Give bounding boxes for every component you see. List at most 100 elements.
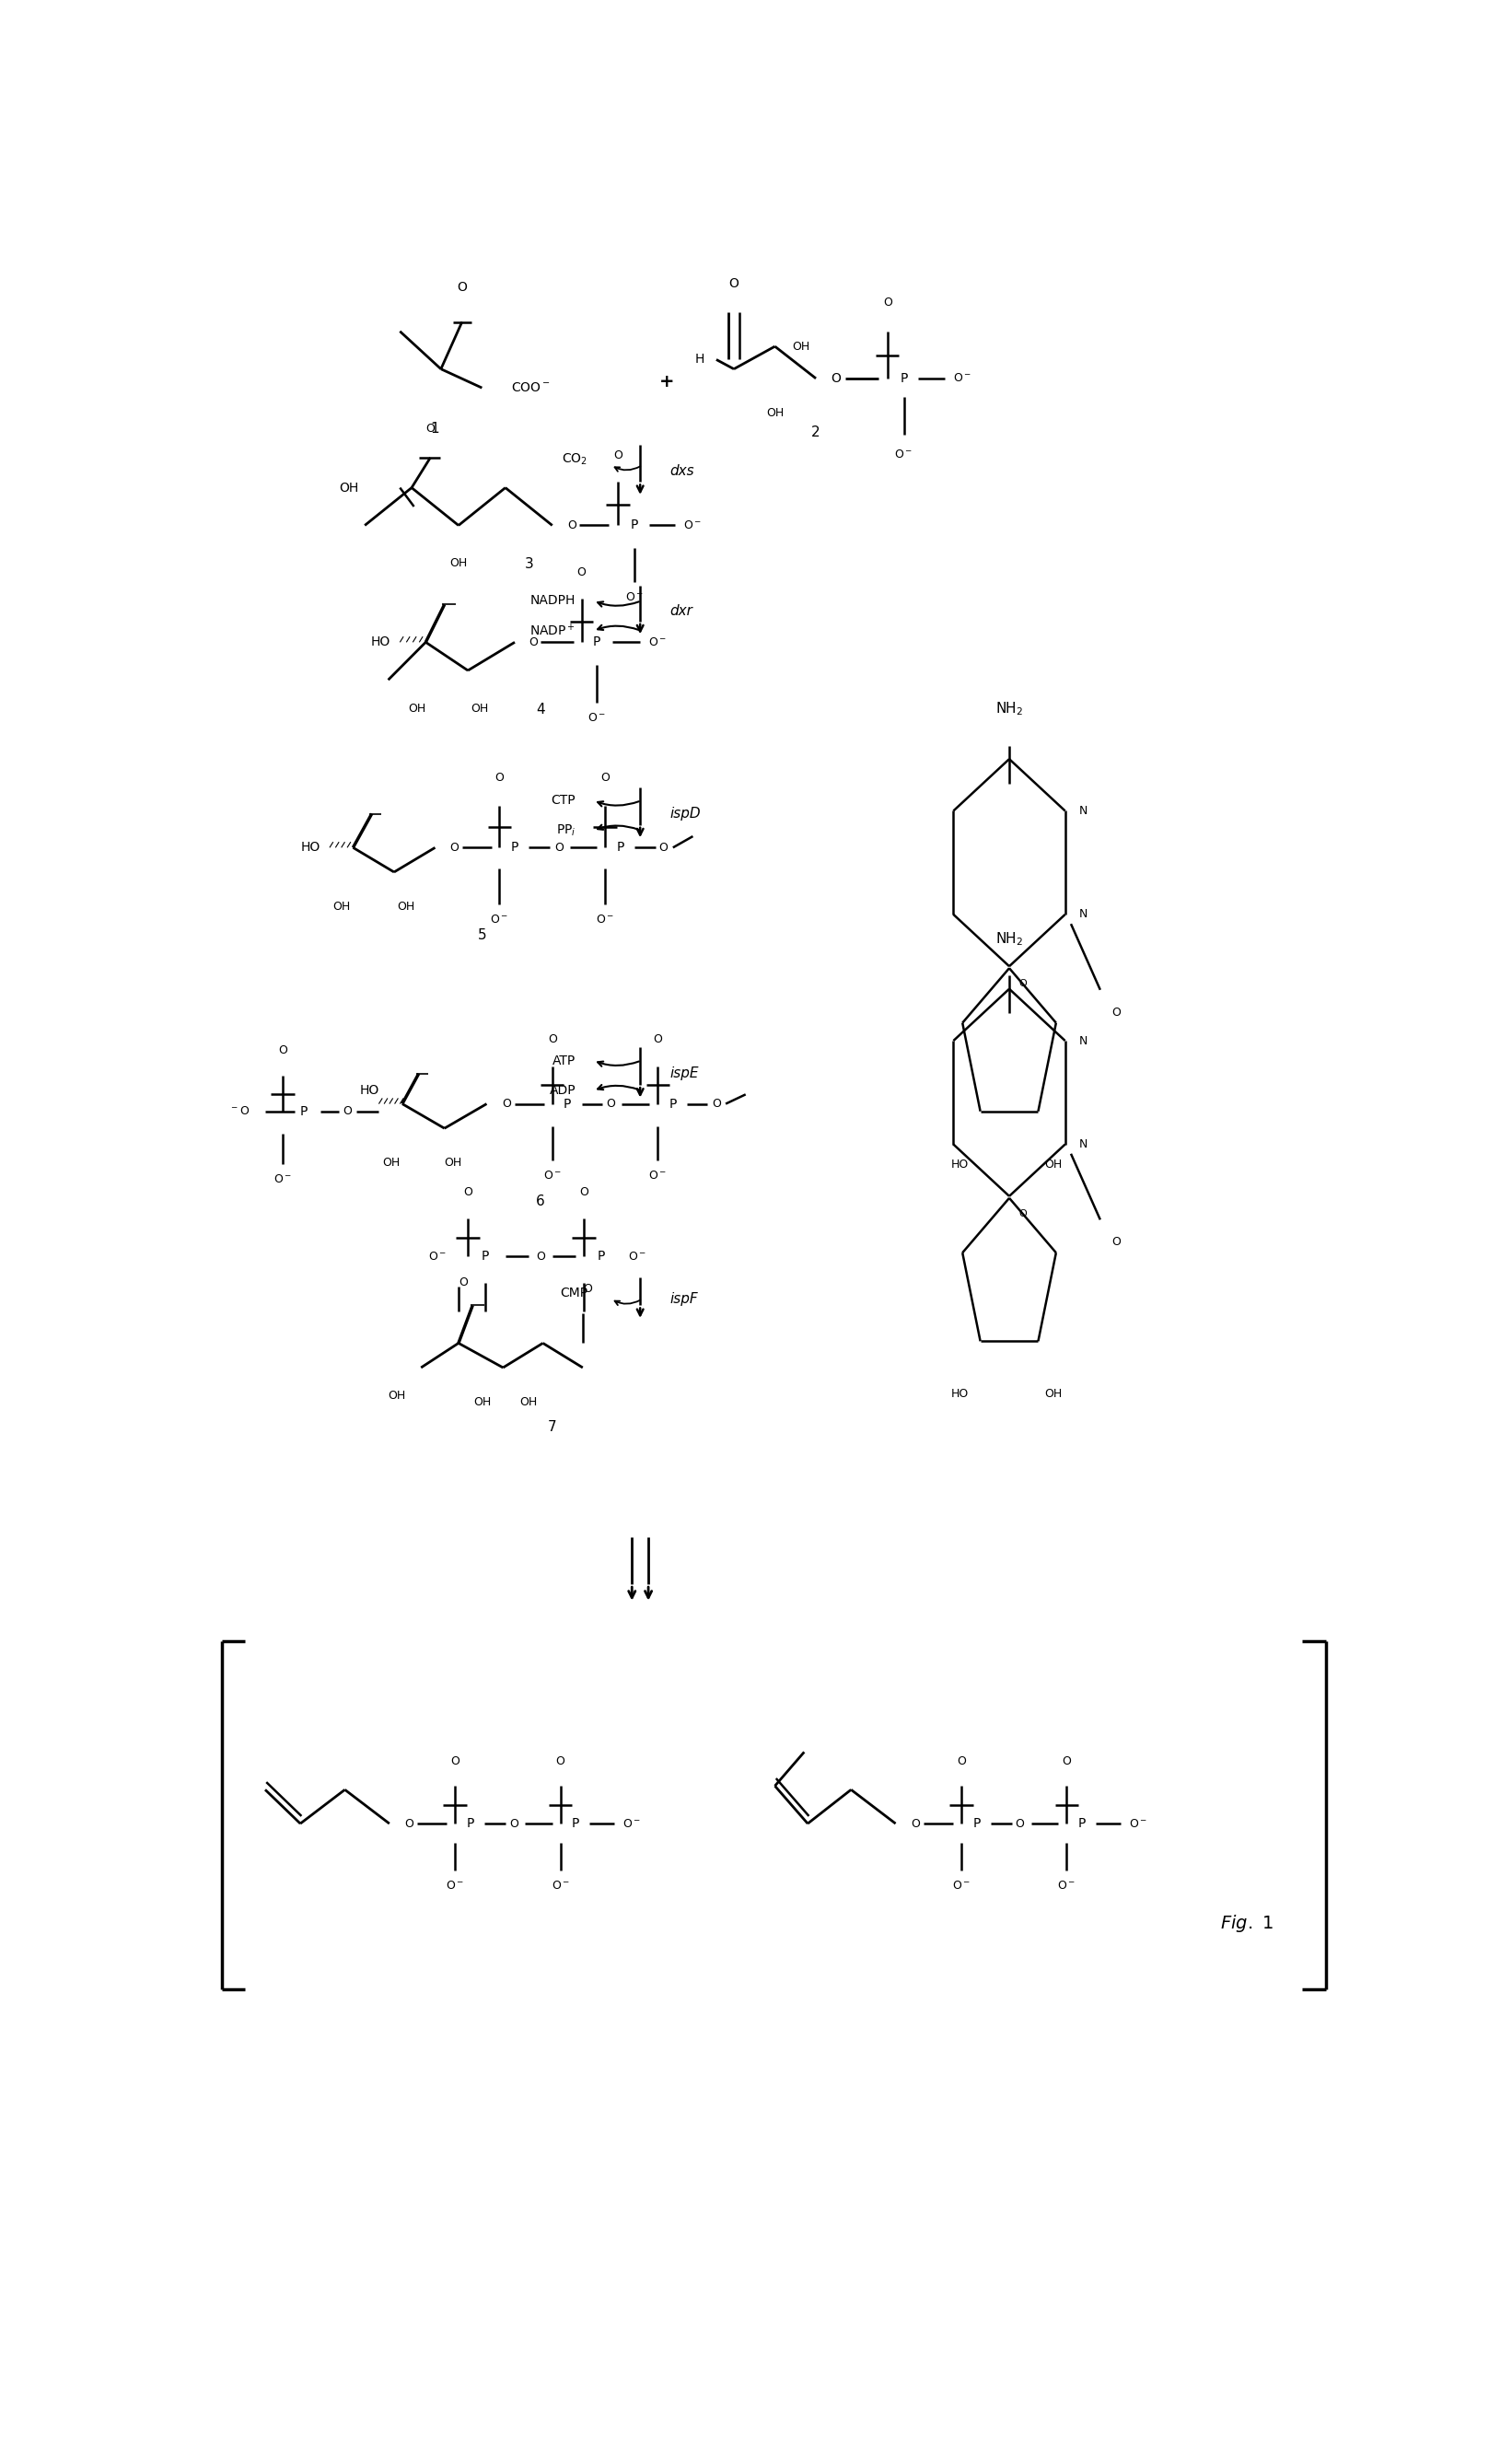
Text: ATP: ATP bbox=[552, 1055, 576, 1067]
Text: ispD: ispD bbox=[670, 808, 700, 820]
Text: +: + bbox=[659, 374, 674, 392]
Text: HO: HO bbox=[360, 1084, 380, 1096]
Text: OH: OH bbox=[792, 340, 810, 352]
Text: P: P bbox=[597, 1250, 605, 1263]
Text: O: O bbox=[458, 1277, 467, 1290]
Text: O: O bbox=[653, 1033, 662, 1045]
Text: NADP$^+$: NADP$^+$ bbox=[529, 624, 576, 639]
Text: P: P bbox=[593, 636, 600, 648]
Text: P: P bbox=[670, 1096, 677, 1111]
Text: 7: 7 bbox=[547, 1419, 556, 1434]
Text: H: H bbox=[696, 352, 705, 367]
Text: O: O bbox=[502, 1099, 511, 1111]
Text: OH: OH bbox=[767, 406, 783, 418]
Text: O$^-$: O$^-$ bbox=[953, 372, 972, 384]
Text: N: N bbox=[1080, 908, 1087, 920]
Text: O$^-$: O$^-$ bbox=[588, 712, 606, 724]
Text: P: P bbox=[972, 1818, 980, 1830]
Text: NH$_2$: NH$_2$ bbox=[995, 930, 1024, 947]
Text: OH: OH bbox=[383, 1157, 399, 1170]
Text: CO$_2$: CO$_2$ bbox=[561, 453, 588, 467]
Text: O: O bbox=[1111, 1236, 1120, 1248]
Text: OH: OH bbox=[520, 1395, 538, 1407]
Text: O: O bbox=[832, 372, 841, 384]
Text: N: N bbox=[1080, 1035, 1087, 1047]
Text: O: O bbox=[606, 1099, 615, 1111]
Text: COO$^-$: COO$^-$ bbox=[511, 382, 550, 394]
Text: NH$_2$: NH$_2$ bbox=[995, 700, 1024, 717]
Text: O: O bbox=[449, 842, 458, 854]
Text: P: P bbox=[564, 1096, 572, 1111]
Text: HO: HO bbox=[301, 842, 321, 854]
Text: P: P bbox=[1078, 1818, 1086, 1830]
Text: N: N bbox=[1080, 1138, 1087, 1150]
Text: OH: OH bbox=[1045, 1387, 1061, 1400]
Text: OH: OH bbox=[389, 1390, 405, 1402]
Text: 1: 1 bbox=[431, 421, 440, 436]
Text: O: O bbox=[614, 450, 623, 462]
Text: O: O bbox=[451, 1754, 460, 1767]
Text: O: O bbox=[426, 423, 435, 436]
Text: dxr: dxr bbox=[670, 604, 692, 619]
Text: O: O bbox=[1015, 1818, 1024, 1830]
Text: N: N bbox=[1080, 805, 1087, 817]
Text: O: O bbox=[659, 842, 668, 854]
Text: O: O bbox=[910, 1818, 919, 1830]
Text: OH: OH bbox=[473, 1395, 491, 1407]
Text: $^-$O: $^-$O bbox=[230, 1106, 249, 1118]
Text: OH: OH bbox=[408, 702, 426, 715]
Text: O: O bbox=[582, 1282, 591, 1294]
Text: P: P bbox=[900, 372, 907, 384]
Text: OH: OH bbox=[1045, 1157, 1061, 1170]
Text: OH: OH bbox=[333, 900, 351, 913]
Text: P: P bbox=[631, 519, 638, 531]
Text: O: O bbox=[463, 1187, 472, 1199]
Text: O: O bbox=[579, 1187, 588, 1199]
Text: O: O bbox=[457, 281, 467, 294]
Text: O$^-$: O$^-$ bbox=[274, 1175, 292, 1184]
Text: P: P bbox=[572, 1818, 579, 1830]
Text: P: P bbox=[617, 842, 624, 854]
Text: 5: 5 bbox=[478, 927, 487, 942]
Text: O: O bbox=[1019, 1209, 1027, 1219]
Text: PP$_i$: PP$_i$ bbox=[556, 822, 576, 839]
Text: O: O bbox=[567, 519, 576, 531]
Text: O: O bbox=[278, 1045, 287, 1057]
Text: O$^-$: O$^-$ bbox=[1057, 1879, 1077, 1892]
Text: ispF: ispF bbox=[670, 1292, 697, 1307]
Text: O: O bbox=[729, 277, 739, 289]
Text: 6: 6 bbox=[537, 1194, 544, 1209]
Text: O$^-$: O$^-$ bbox=[596, 913, 614, 925]
Text: O$^-$: O$^-$ bbox=[552, 1879, 570, 1892]
Text: O$^-$: O$^-$ bbox=[629, 1250, 647, 1263]
Text: O: O bbox=[957, 1754, 966, 1767]
Text: O: O bbox=[547, 1033, 556, 1045]
Text: O$^-$: O$^-$ bbox=[953, 1879, 971, 1892]
Text: O$^-$: O$^-$ bbox=[649, 636, 667, 648]
Text: NADPH: NADPH bbox=[531, 595, 576, 607]
Text: O$^-$: O$^-$ bbox=[623, 1818, 641, 1830]
Text: O: O bbox=[600, 771, 609, 783]
Text: O$^-$: O$^-$ bbox=[624, 592, 644, 604]
Text: CMP: CMP bbox=[559, 1287, 588, 1299]
Text: HO: HO bbox=[951, 1157, 969, 1170]
Text: O: O bbox=[1019, 979, 1027, 989]
Text: ADP: ADP bbox=[549, 1084, 576, 1096]
Text: O$^-$: O$^-$ bbox=[446, 1879, 464, 1892]
Text: O$^-$: O$^-$ bbox=[683, 519, 702, 531]
Text: 3: 3 bbox=[525, 558, 534, 570]
Text: O: O bbox=[1111, 1006, 1120, 1018]
Text: OH: OH bbox=[449, 558, 467, 570]
Text: P: P bbox=[466, 1818, 475, 1830]
Text: OH: OH bbox=[398, 900, 414, 913]
Text: O$^-$: O$^-$ bbox=[490, 913, 508, 925]
Text: O$^-$: O$^-$ bbox=[649, 1170, 667, 1182]
Text: OH: OH bbox=[445, 1157, 461, 1170]
Text: O$^-$: O$^-$ bbox=[895, 448, 913, 460]
Text: P: P bbox=[511, 842, 519, 854]
Text: O: O bbox=[535, 1250, 546, 1263]
Text: OH: OH bbox=[339, 482, 358, 494]
Text: O: O bbox=[1061, 1754, 1070, 1767]
Text: O: O bbox=[712, 1099, 721, 1111]
Text: $\it{Fig.}$ $\it{1}$: $\it{Fig.}$ $\it{1}$ bbox=[1220, 1914, 1273, 1933]
